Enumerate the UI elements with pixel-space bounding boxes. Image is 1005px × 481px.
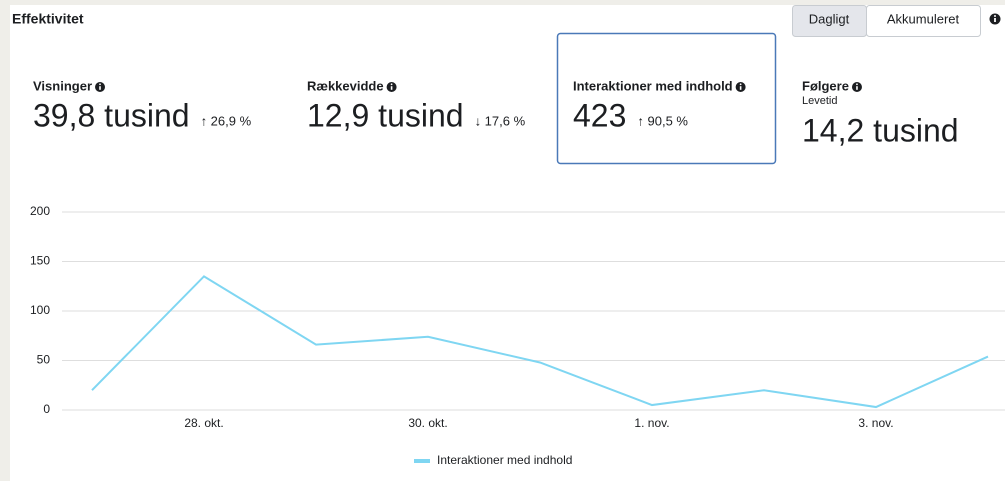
metric-value: 14,2 tusind (802, 112, 959, 148)
icon-dot (99, 83, 101, 86)
metric-value: 423 (573, 97, 626, 133)
metric-label: Rækkevidde (307, 78, 384, 93)
y-tick-label: 100 (30, 303, 50, 317)
icon-dot (739, 83, 742, 86)
metric-change: ↑ 90,5 % (637, 113, 688, 128)
section-title: Effektivitet (12, 11, 84, 27)
icon-stem (856, 86, 858, 90)
metric-change: ↓ 17,6 % (475, 113, 526, 128)
info-icon (386, 82, 397, 92)
selected-metric-frame (556, 32, 777, 165)
info-icon (95, 82, 106, 92)
y-tick-label: 0 (43, 402, 50, 416)
legend-label: Interaktioner med indhold (437, 453, 572, 467)
icon-dot (856, 83, 858, 86)
x-tick-label: 30. okt. (408, 416, 447, 430)
info-icon (735, 82, 746, 92)
metric-label: Visninger (33, 78, 92, 93)
metric-value: 12,9 tusind (307, 97, 464, 133)
metric-label: Interaktioner med indhold (573, 78, 733, 93)
metric-value: 39,8 tusind (33, 97, 190, 133)
button-label[interactable]: Dagligt (809, 11, 850, 26)
y-tick-label: 50 (37, 353, 51, 367)
metric-label: Følgere (802, 78, 849, 93)
x-tick-label: 1. nov. (634, 416, 669, 430)
icon-stem (99, 86, 101, 90)
icon-dot (390, 83, 393, 86)
button-label[interactable]: Akkumuleret (887, 11, 960, 26)
x-tick-label: 3. nov. (858, 416, 893, 430)
y-tick-label: 150 (30, 254, 50, 268)
icon-stem (739, 86, 742, 90)
info-icon[interactable] (989, 13, 1001, 25)
button-cumulative[interactable] (866, 5, 981, 37)
metric-sublabel: Levetid (802, 95, 837, 107)
data-line (91, 275, 989, 409)
y-tick-label: 200 (30, 204, 50, 218)
x-tick-label: 28. okt. (184, 416, 223, 430)
icon-stem (390, 86, 393, 90)
info-icon (851, 82, 862, 92)
metric-change: ↑ 26,9 % (201, 113, 252, 128)
